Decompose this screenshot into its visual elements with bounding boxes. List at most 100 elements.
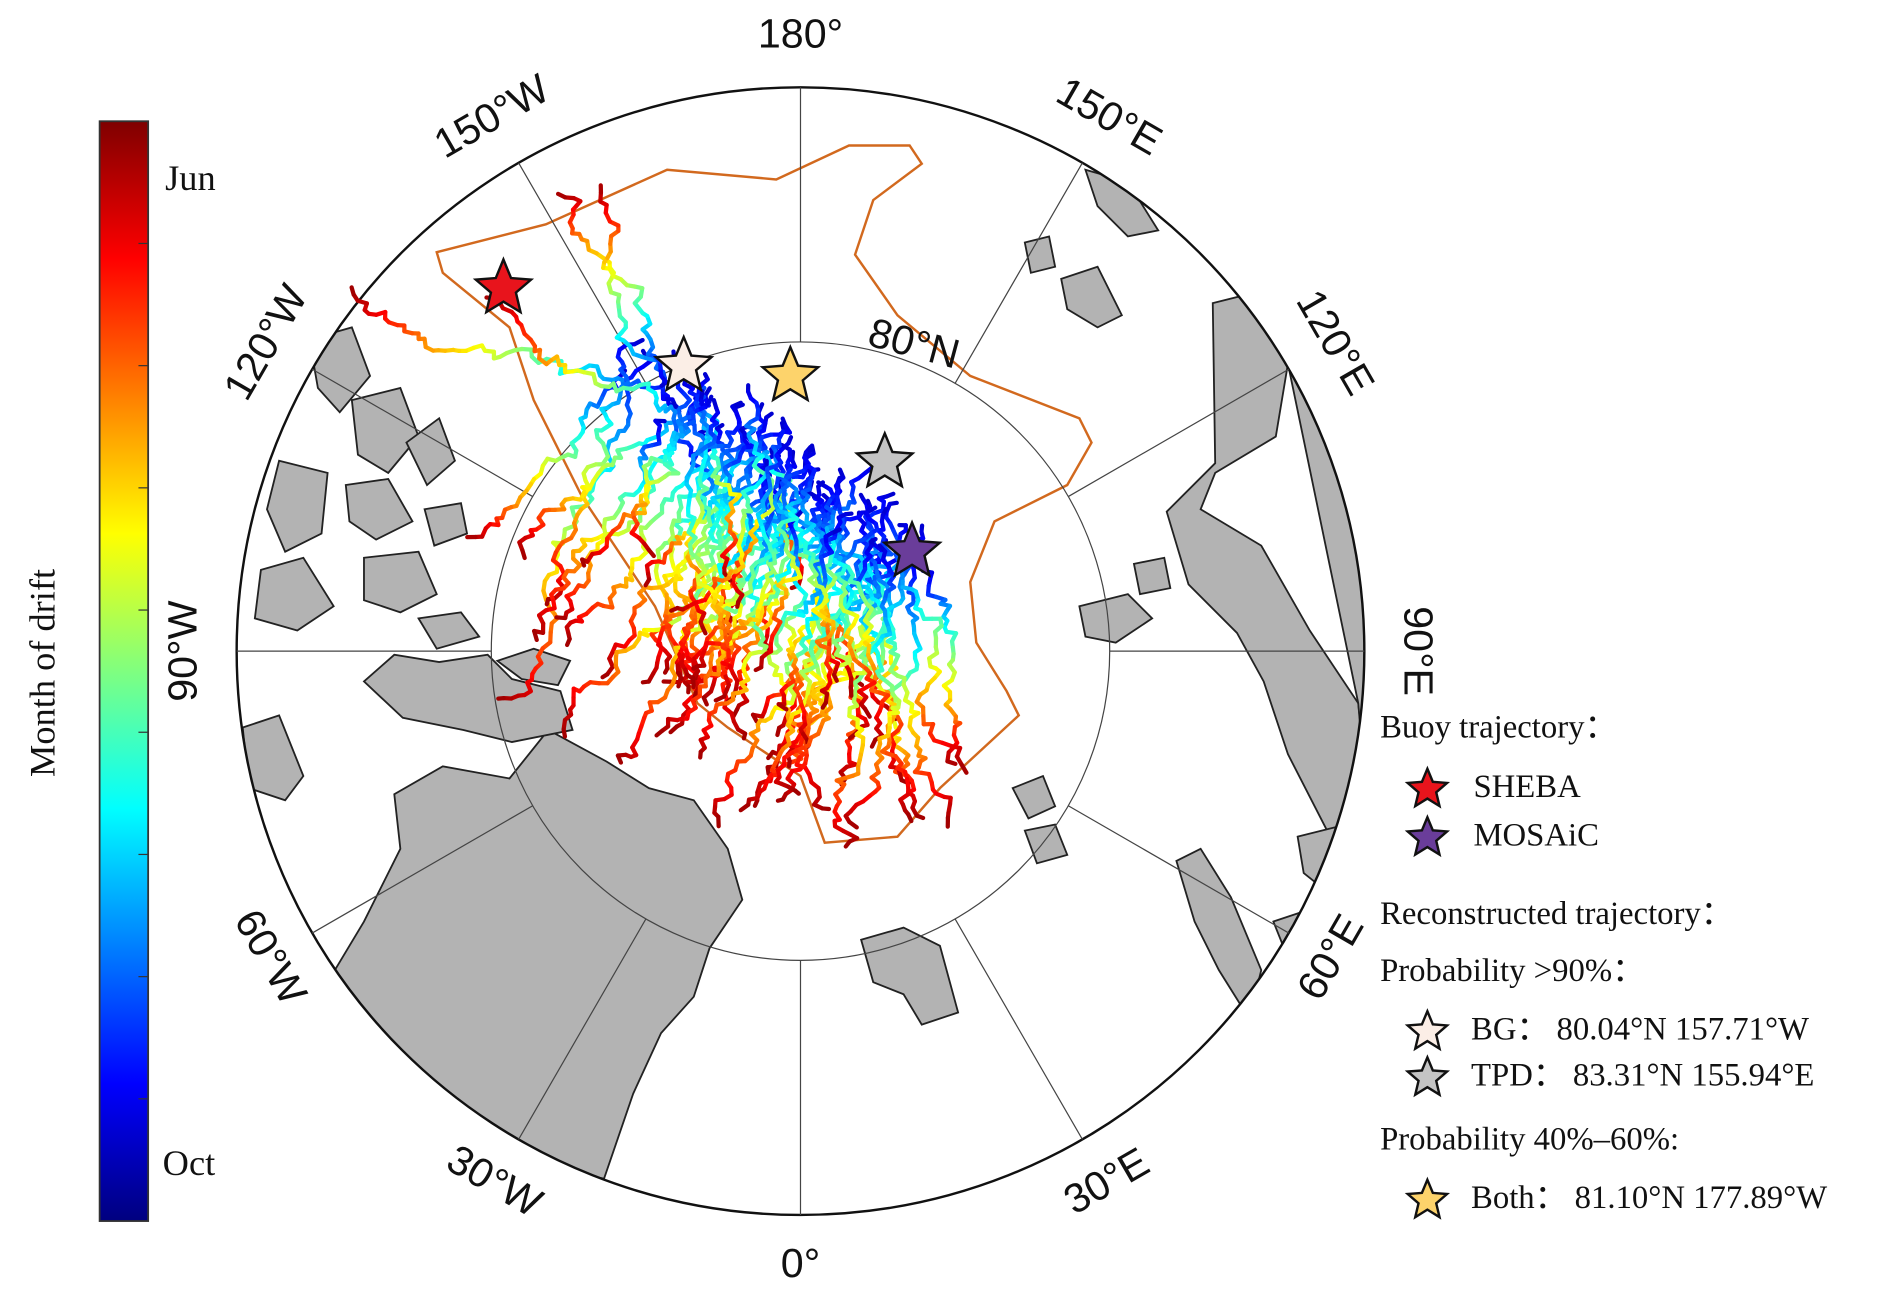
region-boundary <box>435 144 1093 845</box>
trajectory-segment <box>520 548 527 561</box>
trajectory-segment <box>735 599 741 609</box>
trajectory-segment <box>862 706 872 719</box>
legend-heading: Buoy trajectory： <box>1380 709 1617 745</box>
trajectory-segment <box>565 636 572 648</box>
trajectory-segment <box>766 749 775 761</box>
legend-heading: Reconstructed trajectory： <box>1380 896 1733 932</box>
trajectory-segment <box>654 728 665 738</box>
meridian-label: 150°E <box>1049 68 1170 164</box>
legend-heading: Probability >90%： <box>1380 953 1645 989</box>
buoy-star <box>881 519 943 578</box>
meridian-label: 0° <box>781 1240 820 1286</box>
trajectory-segment <box>750 712 759 724</box>
meridian-label: 30°W <box>439 1136 550 1227</box>
meridian <box>1067 368 1290 498</box>
trajectory-segment <box>741 731 748 741</box>
trajectory-segment <box>662 666 670 675</box>
trajectory-segment <box>669 605 680 613</box>
reconstructed-star <box>759 343 822 403</box>
legend-name: Both： <box>1471 1180 1567 1216</box>
meridian <box>1067 805 1290 934</box>
trajectories <box>349 183 969 849</box>
colorbar-ticks <box>138 242 149 1100</box>
trajectory-segment <box>700 625 708 636</box>
meridian-label: 90°W <box>160 600 206 701</box>
reconstructed-star <box>652 333 715 393</box>
legend: Buoy trajectory： SHEBA MOSAiC Reconstructed… <box>1380 709 1828 1220</box>
colorbar-bottom-label: Oct <box>163 1143 216 1183</box>
trajectory-segment <box>831 672 839 683</box>
meridian-label: 30°E <box>1056 1138 1157 1223</box>
legend-star <box>1404 1176 1451 1220</box>
legend-label: MOSAiC <box>1473 817 1598 853</box>
colorbar-title: Month of drift <box>23 569 63 777</box>
legend-coords: 81.10°N 177.89°W <box>1575 1180 1828 1216</box>
trajectory-segment <box>580 557 587 568</box>
trajectory-segment <box>713 694 727 703</box>
legend-star <box>1404 1054 1451 1098</box>
meridian-label: 90°E <box>1395 606 1441 696</box>
legend-coords: 80.04°N 157.71°W <box>1556 1011 1809 1047</box>
trajectory-segment <box>776 702 789 712</box>
meridian-label: 180° <box>758 10 843 56</box>
meridian-label: 60°W <box>226 902 317 1013</box>
trajectory-segment <box>691 663 701 671</box>
meridian <box>311 805 534 934</box>
meridian <box>518 918 647 1140</box>
legend-name: TPD： <box>1471 1057 1566 1093</box>
trajectory-segment <box>738 802 751 813</box>
legend-name: BG： <box>1471 1011 1549 1047</box>
meridian <box>954 162 1083 384</box>
trajectory-segment <box>646 547 656 559</box>
stars <box>472 256 943 578</box>
trajectory-segment <box>349 285 356 297</box>
legend-star <box>1404 814 1451 858</box>
trajectory-segment <box>643 577 652 588</box>
colorbar-top-label: Jun <box>165 158 216 198</box>
buoy-star <box>472 256 535 315</box>
trajectory-segment <box>820 700 828 710</box>
trajectory-segment <box>906 812 914 824</box>
trajectory-segment <box>792 788 801 796</box>
meridian-label: 60°E <box>1288 907 1373 1008</box>
reconstructed-star <box>853 430 916 489</box>
trajectory-segment <box>532 628 539 643</box>
trajectory-segment <box>561 727 568 739</box>
trajectory-segment <box>765 765 771 776</box>
trajectory-segment <box>615 753 624 765</box>
legend-label: SHEBA <box>1473 769 1581 805</box>
trajectory-segment <box>775 797 786 803</box>
trajectory-segment <box>869 737 878 749</box>
trajectory-segment <box>676 670 684 681</box>
trajectory-segment <box>554 615 568 621</box>
trajectory-segment <box>959 762 969 775</box>
trajectory-segment <box>544 596 551 607</box>
parallel-label: 80°N <box>864 309 965 377</box>
trajectory-segment <box>786 758 792 769</box>
legend-coords: 83.31°N 155.94°E <box>1573 1057 1815 1093</box>
legend-star <box>1404 1008 1451 1052</box>
trajectory-segment <box>600 672 610 680</box>
trajectory-segment <box>775 725 782 738</box>
colorbar <box>98 120 150 1222</box>
trajectory-segment <box>820 806 832 812</box>
trajectory-segment <box>945 759 958 766</box>
legend-star <box>1404 765 1451 809</box>
meridian-label: 120°E <box>1287 282 1383 403</box>
trajectory-segment <box>555 191 568 200</box>
trajectory-segment <box>690 675 696 690</box>
trajectory-segment <box>914 813 926 821</box>
meridian <box>311 368 534 498</box>
meridian <box>954 918 1083 1140</box>
trajectory-segment <box>698 749 703 760</box>
trajectory-segment <box>701 695 709 707</box>
trajectory-segment <box>753 665 764 673</box>
trajectory-segment <box>848 684 854 698</box>
trajectory-segment <box>843 839 852 849</box>
trajectory-segment <box>847 819 859 830</box>
trajectory-segment <box>752 798 760 808</box>
legend-heading: Probability 40%–60%: <box>1380 1122 1679 1158</box>
trajectory-segment <box>640 679 651 685</box>
